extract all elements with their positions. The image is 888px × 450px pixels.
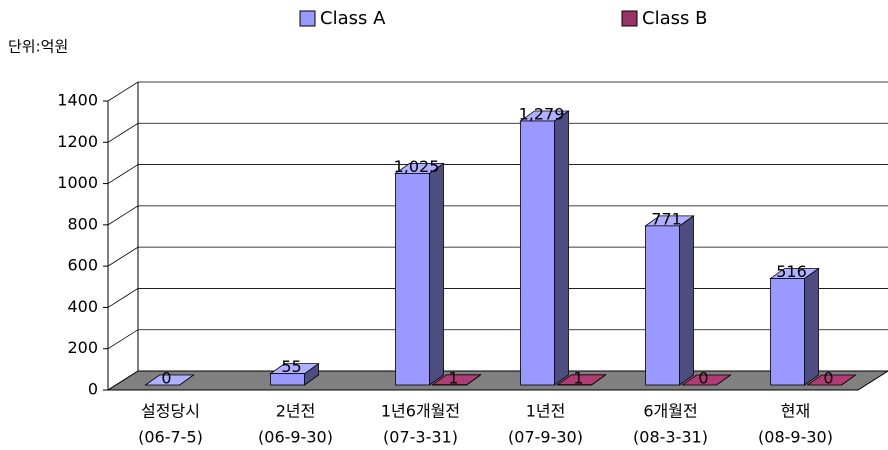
value-label: 55 — [281, 357, 301, 376]
x-tick-label: (07-9-30) — [508, 428, 583, 447]
bar-side — [679, 215, 694, 386]
y-tick-label: 400 — [67, 297, 98, 316]
x-tick-label: (06-9-30) — [258, 428, 333, 447]
bar-side — [429, 162, 444, 386]
legend-label: Class A — [320, 8, 386, 29]
value-label: 0 — [698, 369, 708, 388]
y-tick-label: 200 — [67, 338, 98, 357]
bar-side — [804, 267, 819, 386]
x-tick-label: 2년전 — [276, 402, 316, 421]
y-tick-label: 1400 — [57, 91, 98, 110]
legend-swatch — [621, 10, 638, 27]
value-label: 1,279 — [519, 104, 565, 123]
x-tick-label: 설정당시 — [141, 402, 200, 421]
y-tick-label: 1200 — [57, 132, 98, 151]
x-tick-label: 6개월전 — [643, 402, 697, 421]
x-tick-label: 1년6개월전 — [381, 402, 460, 421]
unit-label: 단위:억원 — [8, 38, 68, 56]
x-tick-label: (06-7-5) — [138, 428, 203, 447]
value-label: 1 — [573, 368, 583, 387]
y-tick-label: 800 — [67, 214, 98, 233]
x-tick-label: (08-3-31) — [633, 428, 708, 447]
back-wall — [138, 82, 888, 371]
x-tick-label: 현재 — [781, 402, 810, 421]
legend-label: Class B — [642, 8, 707, 29]
bar-top — [681, 374, 732, 386]
value-label: 771 — [651, 209, 682, 228]
bar-top — [806, 374, 857, 386]
value-label: 516 — [776, 262, 807, 281]
x-tick-label: (07-3-31) — [383, 428, 458, 447]
bar — [645, 225, 680, 386]
bar — [520, 120, 555, 386]
value-label: 1,025 — [394, 157, 440, 176]
y-tick-label: 0 — [88, 380, 98, 399]
y-tick-label: 1000 — [57, 173, 98, 192]
bar-side — [554, 110, 569, 386]
bar-top — [144, 374, 195, 386]
legend-swatch — [299, 10, 316, 27]
x-tick-label: 1년전 — [526, 402, 566, 421]
bar — [395, 173, 430, 386]
x-tick-label: (08-9-30) — [758, 428, 833, 447]
bar — [270, 373, 305, 386]
value-label: 0 — [823, 369, 833, 388]
value-label: 1 — [448, 368, 458, 387]
bar — [770, 278, 805, 386]
y-tick-label: 600 — [67, 256, 98, 275]
value-label: 0 — [161, 369, 171, 388]
